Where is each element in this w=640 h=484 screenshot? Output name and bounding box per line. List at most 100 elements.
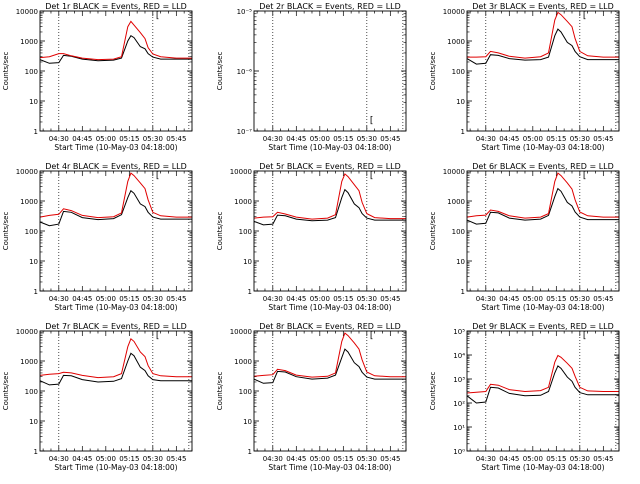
x-tick-label: 04:30 bbox=[263, 295, 283, 303]
panel-det-7r: Det 7r BLACK = Events, RED = LLD Counts/s… bbox=[2, 322, 193, 472]
y-tick-label: 10⁻⁶ bbox=[237, 68, 253, 76]
y-tick-label: 10 bbox=[243, 258, 252, 266]
y-tick-label: 1 bbox=[461, 288, 465, 296]
x-axis-label: Start Time (10-May-03 04:18:00) bbox=[268, 463, 391, 472]
plot-frame bbox=[39, 330, 193, 452]
y-axis-label: Counts/sec bbox=[216, 212, 224, 251]
bracket-marker: [ bbox=[370, 116, 374, 126]
y-tick-label: 10 bbox=[29, 98, 38, 106]
events-series-line bbox=[466, 28, 619, 65]
plot-frame bbox=[466, 170, 620, 292]
y-tick-label: 10⁵ bbox=[453, 328, 465, 336]
y-tick-label: 1000 bbox=[20, 198, 38, 206]
x-tick-label: 05:30 bbox=[570, 455, 590, 463]
lld-series-line bbox=[467, 11, 619, 59]
y-tick-label: 10⁰ bbox=[453, 448, 465, 456]
y-tick-label: 10⁻⁵ bbox=[237, 8, 253, 16]
events-series-line bbox=[253, 188, 406, 226]
y-tick-label: 10 bbox=[456, 258, 465, 266]
x-tick-label: 05:30 bbox=[143, 135, 163, 143]
x-tick-label: 05:45 bbox=[593, 295, 613, 303]
y-tick-label: 1000 bbox=[20, 38, 38, 46]
x-tick-label: 05:15 bbox=[333, 135, 353, 143]
lld-series-line bbox=[466, 354, 619, 394]
y-tick-label: 10¹ bbox=[453, 424, 465, 432]
y-tick-label: 10000 bbox=[443, 168, 465, 176]
y-tick-label: 10 bbox=[456, 98, 465, 106]
x-tick-label: 05:30 bbox=[357, 455, 377, 463]
plot-frame bbox=[466, 10, 620, 132]
x-tick-label: 05:15 bbox=[119, 295, 139, 303]
x-tick-label: 05:00 bbox=[96, 135, 116, 143]
x-axis-label: Start Time (10-May-03 04:18:00) bbox=[268, 143, 391, 152]
bracket-marker: [ bbox=[583, 11, 587, 21]
x-tick-label: 04:45 bbox=[286, 295, 306, 303]
y-tick-label: 10⁻⁷ bbox=[237, 128, 253, 136]
y-tick-label: 100 bbox=[25, 68, 38, 76]
lld-series-line bbox=[466, 172, 619, 219]
x-tick-label: 05:30 bbox=[570, 295, 590, 303]
plot-frame bbox=[39, 170, 193, 292]
panel-det-5r: Det 5r BLACK = Events, RED = LLD Counts/s… bbox=[216, 162, 407, 312]
x-tick-label: 05:15 bbox=[119, 135, 139, 143]
x-tick-label: 05:15 bbox=[546, 135, 566, 143]
y-tick-label: 100 bbox=[25, 228, 38, 236]
y-tick-label: 1 bbox=[248, 448, 252, 456]
y-tick-label: 10⁴ bbox=[453, 352, 465, 360]
x-tick-label: 05:00 bbox=[310, 135, 330, 143]
x-tick-label: 04:45 bbox=[499, 295, 519, 303]
panel-title: Det 7r BLACK = Events, RED = LLD bbox=[45, 322, 187, 331]
x-tick-label: 04:30 bbox=[476, 295, 496, 303]
y-axis-label: Counts/sec bbox=[2, 372, 10, 411]
y-tick-label: 1 bbox=[248, 288, 252, 296]
x-tick-label: 05:30 bbox=[357, 135, 377, 143]
x-tick-label: 05:30 bbox=[570, 135, 590, 143]
y-axis-label: Counts/sec bbox=[216, 52, 224, 91]
panel-det-6r: Det 6r BLACK = Events, RED = LLD Counts/s… bbox=[429, 162, 620, 312]
x-tick-label: 05:45 bbox=[166, 455, 186, 463]
lld-series-line bbox=[253, 332, 406, 378]
x-tick-label: 05:30 bbox=[143, 455, 163, 463]
y-axis-label: Counts/sec bbox=[216, 372, 224, 411]
y-tick-label: 100 bbox=[452, 228, 465, 236]
x-tick-label: 05:30 bbox=[143, 295, 163, 303]
bracket-marker: [ bbox=[156, 331, 160, 341]
plot-frame bbox=[253, 170, 407, 292]
x-tick-label: 04:45 bbox=[72, 295, 92, 303]
panel-det-8r: Det 8r BLACK = Events, RED = LLD Counts/s… bbox=[216, 322, 407, 472]
panel-title: Det 4r BLACK = Events, RED = LLD bbox=[45, 162, 187, 171]
y-tick-label: 10000 bbox=[16, 8, 38, 16]
x-tick-label: 04:45 bbox=[499, 135, 519, 143]
y-tick-label: 1000 bbox=[447, 198, 465, 206]
panel-title: Det 1r BLACK = Events, RED = LLD bbox=[45, 2, 187, 11]
x-tick-label: 05:45 bbox=[593, 455, 613, 463]
events-series-line bbox=[253, 348, 406, 384]
x-axis-label: Start Time (10-May-03 04:18:00) bbox=[54, 143, 177, 152]
bracket-marker: [ bbox=[156, 11, 160, 21]
x-axis-label: Start Time (10-May-03 04:18:00) bbox=[54, 463, 177, 472]
x-tick-label: 05:15 bbox=[333, 455, 353, 463]
x-tick-label: 05:00 bbox=[310, 455, 330, 463]
y-tick-label: 10000 bbox=[16, 328, 38, 336]
y-tick-label: 1000 bbox=[234, 358, 252, 366]
x-tick-label: 05:45 bbox=[380, 295, 400, 303]
plot-frame bbox=[466, 330, 620, 452]
events-series-line bbox=[466, 187, 619, 225]
y-tick-label: 100 bbox=[239, 388, 252, 396]
x-axis-label: Start Time (10-May-03 04:18:00) bbox=[481, 303, 604, 312]
lld-series-line bbox=[39, 172, 192, 219]
x-tick-label: 04:45 bbox=[72, 455, 92, 463]
y-tick-label: 10000 bbox=[230, 328, 252, 336]
y-tick-label: 1000 bbox=[234, 198, 252, 206]
x-tick-label: 05:00 bbox=[96, 455, 116, 463]
panel-title: Det 2r BLACK = Events, RED = LLD bbox=[259, 2, 401, 11]
x-tick-label: 05:45 bbox=[593, 135, 613, 143]
x-tick-label: 04:30 bbox=[49, 455, 69, 463]
plot-frame bbox=[253, 10, 407, 132]
y-tick-label: 1000 bbox=[20, 358, 38, 366]
panel-title: Det 3r BLACK = Events, RED = LLD bbox=[472, 2, 614, 11]
x-axis-label: Start Time (10-May-03 04:18:00) bbox=[481, 143, 604, 152]
y-tick-label: 1 bbox=[34, 448, 38, 456]
panel-title: Det 9r BLACK = Events, RED = LLD bbox=[472, 322, 614, 331]
y-tick-label: 1 bbox=[34, 288, 38, 296]
